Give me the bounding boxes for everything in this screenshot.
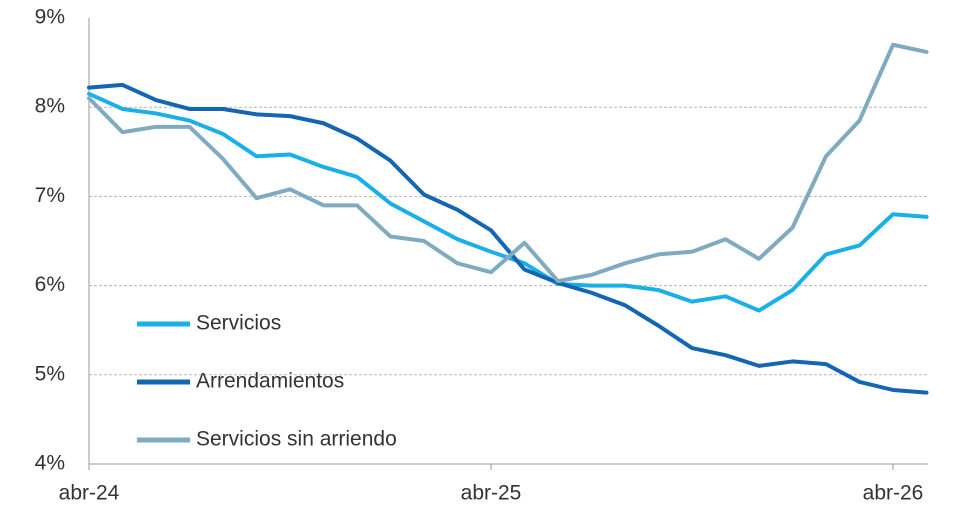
- legend-label: Arrendamientos: [196, 370, 344, 393]
- y-tick-label: 5%: [35, 362, 65, 385]
- series-line: [87, 82, 929, 395]
- y-tick-label: 8%: [35, 95, 65, 118]
- x-tick-label: abr-26: [863, 482, 924, 505]
- series-line: [87, 91, 929, 313]
- y-tick-label: 6%: [35, 273, 65, 296]
- legend-label: Servicios: [196, 312, 281, 335]
- x-tick-label: abr-24: [59, 482, 120, 505]
- series-line: [87, 42, 929, 284]
- x-tick-label: abr-25: [461, 482, 522, 505]
- y-tick-label: 7%: [35, 184, 65, 207]
- y-tick-label: 4%: [35, 452, 65, 475]
- y-tick-label: 9%: [35, 6, 65, 29]
- legend-label: Servicios sin arriendo: [196, 428, 397, 451]
